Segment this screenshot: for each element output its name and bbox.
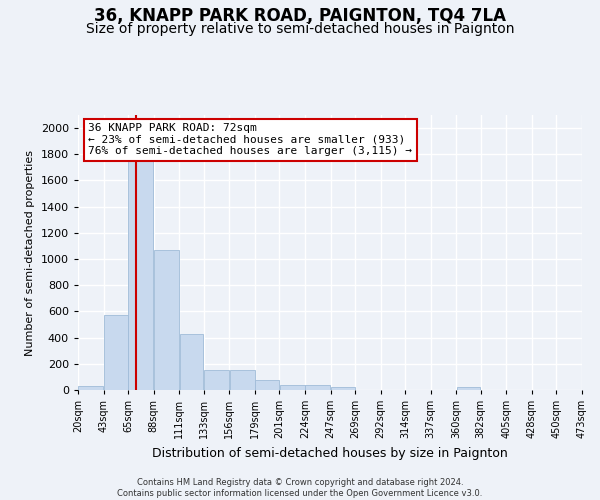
Bar	[128, 138, 153, 390]
Bar	[305, 385, 330, 390]
Bar	[331, 388, 355, 390]
Text: Size of property relative to semi-detached houses in Paignton: Size of property relative to semi-detach…	[86, 22, 514, 36]
X-axis label: Distribution of semi-detached houses by size in Paignton: Distribution of semi-detached houses by …	[152, 446, 508, 460]
Bar	[104, 316, 128, 390]
Bar	[79, 386, 103, 390]
Text: Contains HM Land Registry data © Crown copyright and database right 2024.
Contai: Contains HM Land Registry data © Crown c…	[118, 478, 482, 498]
Bar	[255, 380, 279, 390]
Bar	[280, 385, 305, 390]
Bar	[179, 334, 203, 390]
Bar	[154, 250, 179, 390]
Y-axis label: Number of semi-detached properties: Number of semi-detached properties	[25, 150, 35, 356]
Text: 36 KNAPP PARK ROAD: 72sqm
← 23% of semi-detached houses are smaller (933)
76% of: 36 KNAPP PARK ROAD: 72sqm ← 23% of semi-…	[88, 123, 412, 156]
Bar	[230, 370, 254, 390]
Bar	[204, 370, 229, 390]
Text: 36, KNAPP PARK ROAD, PAIGNTON, TQ4 7LA: 36, KNAPP PARK ROAD, PAIGNTON, TQ4 7LA	[94, 8, 506, 26]
Bar	[457, 388, 481, 390]
